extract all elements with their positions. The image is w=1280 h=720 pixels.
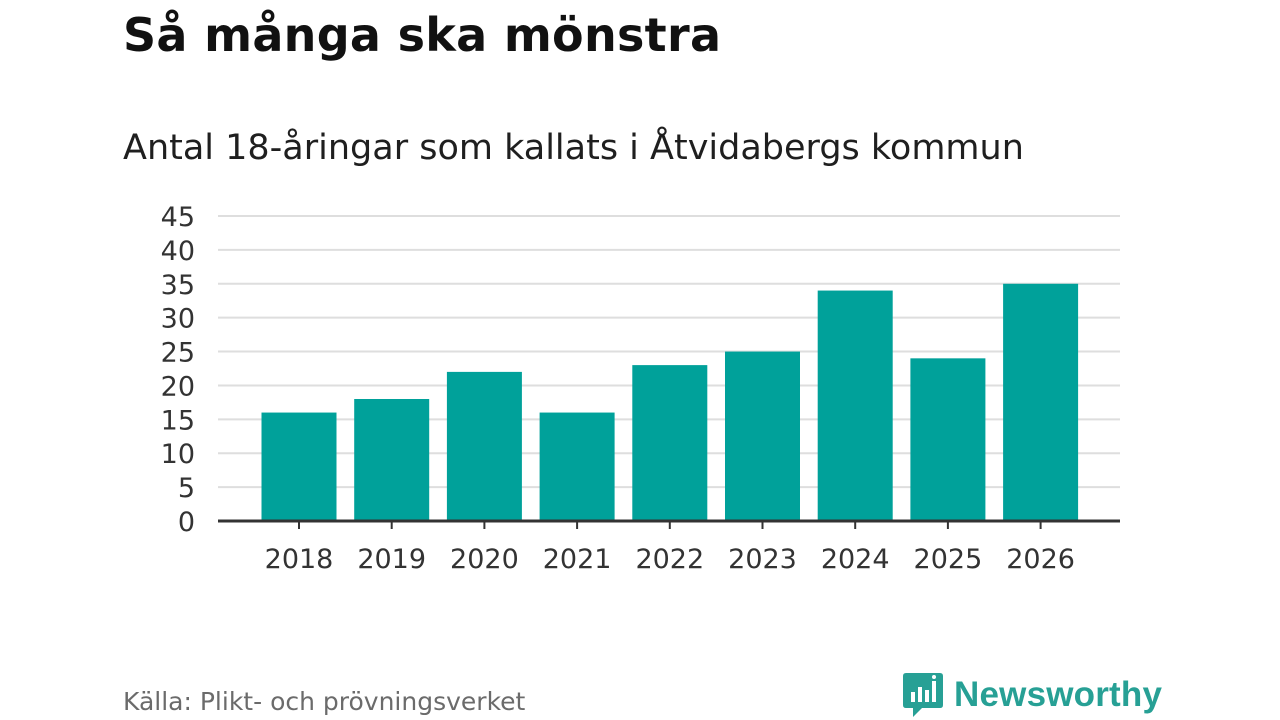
y-tick-label: 0 xyxy=(178,507,195,538)
y-tick-label: 5 xyxy=(178,473,195,504)
x-tick-label: 2023 xyxy=(728,544,797,575)
brand-logo: Newsworthy xyxy=(902,671,1162,719)
bar xyxy=(817,290,893,521)
bar xyxy=(261,412,337,521)
y-tick-label: 30 xyxy=(161,304,195,335)
y-tick-label: 15 xyxy=(161,405,195,436)
y-tick-label: 45 xyxy=(161,202,195,233)
bar xyxy=(446,371,522,521)
brand-name: Newsworthy xyxy=(954,675,1163,714)
y-tick-label: 35 xyxy=(161,270,195,301)
bar xyxy=(1003,283,1079,521)
x-tick-label: 2018 xyxy=(265,544,334,575)
bar xyxy=(354,399,430,521)
bar xyxy=(725,351,800,521)
x-tick-label: 2019 xyxy=(357,544,426,575)
bar xyxy=(539,412,615,521)
y-tick-label: 40 xyxy=(161,236,195,267)
chart-subtitle: Antal 18-åringar som kallats i Åtvidaber… xyxy=(123,128,1024,168)
chart-title: Så många ska mönstra xyxy=(123,8,722,62)
x-tick-label: 2022 xyxy=(635,544,704,575)
x-tick-label: 2026 xyxy=(1006,544,1075,575)
source-note: Källa: Plikt- och prövningsverket xyxy=(123,687,526,716)
y-tick-label: 10 xyxy=(161,439,195,470)
bar xyxy=(910,358,986,521)
x-tick-label: 2021 xyxy=(543,544,612,575)
x-tick-label: 2025 xyxy=(914,544,983,575)
bar xyxy=(632,365,708,521)
y-tick-label: 25 xyxy=(161,338,195,369)
x-tick-label: 2020 xyxy=(450,544,519,575)
newsworthy-logo-icon xyxy=(903,673,943,717)
y-tick-label: 20 xyxy=(161,371,195,402)
x-tick-label: 2024 xyxy=(821,544,890,575)
